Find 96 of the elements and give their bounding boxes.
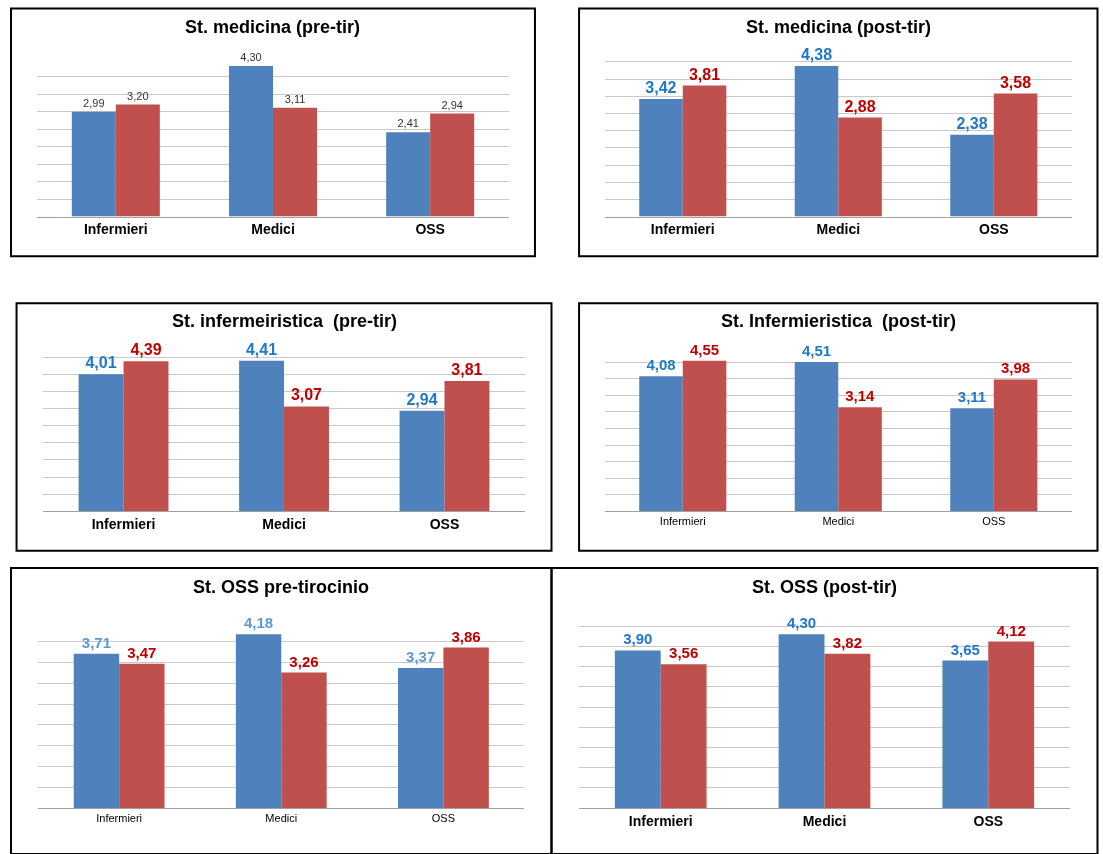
data-label: 3,42: [645, 79, 677, 96]
data-label: 3,82: [832, 633, 863, 651]
chart-title: St. OSS pre-tirocinio: [193, 577, 370, 597]
bar: [228, 66, 273, 217]
bar: [71, 111, 116, 217]
data-label: 4,12: [996, 621, 1026, 639]
x-tick-label: OSS: [982, 515, 1006, 528]
data-label: 4,30: [786, 614, 817, 632]
x-tick-label: Infermieri: [659, 515, 706, 528]
bar: [993, 93, 1038, 217]
bar: [682, 85, 727, 217]
x-tick-label: Infermieri: [628, 813, 693, 830]
data-label: 3,90: [623, 630, 653, 648]
data-label: 4,55: [689, 340, 720, 358]
data-label: 3,86: [451, 627, 481, 645]
bar: [73, 653, 120, 809]
bar: [78, 374, 124, 512]
bar: [123, 361, 169, 512]
data-label: 4,39: [130, 341, 162, 359]
bar: [430, 113, 475, 217]
bar: [794, 66, 839, 217]
bar: [639, 376, 683, 512]
x-tick-label: OSS: [415, 221, 445, 238]
data-label: 2,88: [844, 97, 876, 115]
x-tick-label: Medici: [262, 516, 306, 532]
x-tick-label: Medici: [251, 221, 295, 238]
chart-title: St. medicina (pre-tir): [185, 17, 361, 37]
x-tick-label: Infermieri: [650, 221, 715, 238]
data-label: 4,38: [800, 46, 833, 63]
data-label: 3,81: [688, 65, 721, 83]
bar: [399, 410, 445, 512]
bar: [281, 672, 327, 809]
data-label: 2,99: [83, 96, 105, 109]
x-tick-label: OSS: [431, 812, 456, 825]
data-label: 3,71: [81, 633, 112, 651]
x-tick-label: OSS: [973, 813, 1004, 830]
chart-title: St. infermeiristica (pre-tir): [172, 311, 398, 331]
data-label: 2,38: [956, 114, 988, 132]
data-label: 3,47: [127, 643, 157, 661]
bar: [235, 634, 282, 809]
data-label: 3,65: [950, 640, 980, 658]
bar: [398, 667, 444, 809]
bar: [942, 660, 989, 809]
bar: [824, 653, 871, 809]
x-tick-label: OSS: [979, 221, 1009, 238]
data-label: 4,51: [801, 341, 832, 359]
data-label: 3,11: [284, 92, 306, 105]
x-tick-label: Medici: [816, 221, 861, 238]
data-label: 4,30: [240, 51, 262, 63]
x-tick-label: Medici: [822, 515, 855, 528]
data-label: 2,41: [397, 117, 419, 130]
x-tick-label: Medici: [802, 813, 847, 830]
bar: [993, 379, 1038, 512]
data-label: 4,18: [243, 614, 274, 632]
x-tick-label: Infermieri: [91, 516, 156, 532]
bar: [682, 360, 727, 512]
bar: [950, 408, 994, 512]
x-tick-label: OSS: [429, 516, 460, 532]
data-label: 3,20: [127, 89, 149, 102]
x-tick-label: Medici: [265, 812, 298, 825]
bar: [778, 634, 825, 809]
bar: [386, 132, 431, 217]
bar: [443, 647, 489, 809]
data-label: 3,07: [290, 386, 323, 404]
bar: [115, 104, 160, 217]
chart-title: St. OSS (post-tir): [752, 577, 897, 597]
data-label: 4,41: [245, 340, 278, 358]
data-label: 4,08: [646, 356, 676, 374]
bar: [284, 406, 329, 512]
bar: [950, 134, 994, 217]
data-label: 3,58: [999, 73, 1032, 91]
bar: [660, 664, 707, 809]
x-tick-label: Infermieri: [83, 221, 148, 238]
data-label: 3,98: [1000, 359, 1031, 377]
data-label: 3,56: [669, 644, 699, 662]
data-label: 2,94: [406, 390, 438, 408]
bar: [119, 663, 165, 809]
bar: [273, 107, 318, 217]
bar: [614, 650, 661, 809]
data-label: 2,94: [441, 98, 463, 111]
chart-title: St. medicina (post-tir): [746, 17, 932, 37]
bar: [639, 99, 683, 217]
data-label: 4,01: [85, 354, 117, 372]
bar: [794, 361, 839, 512]
bar: [838, 407, 882, 512]
bar: [444, 381, 490, 512]
bar: [239, 360, 285, 512]
data-label: 3,37: [406, 647, 436, 665]
bar: [838, 117, 882, 217]
bar: [988, 641, 1035, 809]
data-label: 3,26: [289, 652, 319, 670]
data-label: 3,11: [957, 388, 987, 406]
x-tick-label: Infermieri: [96, 812, 143, 825]
chart-title: St. Infermieristica (post-tir): [721, 311, 957, 331]
data-label: 3,81: [451, 361, 483, 379]
data-label: 3,14: [845, 387, 875, 405]
